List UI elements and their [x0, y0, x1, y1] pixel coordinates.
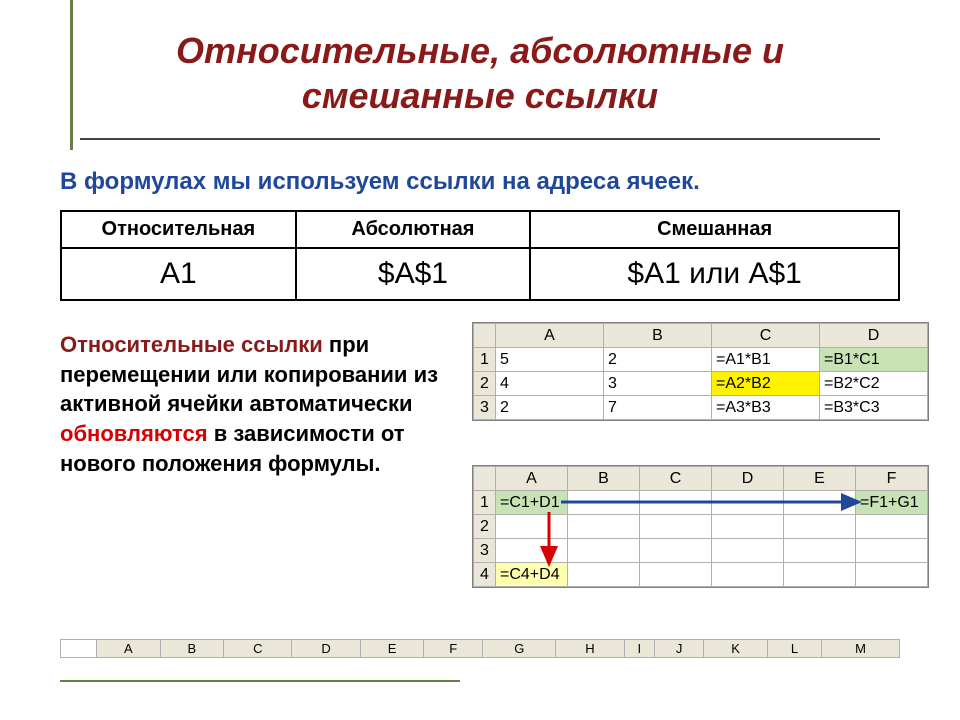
ref-header-relative: Относительная [61, 211, 296, 248]
col-header: A [496, 324, 604, 348]
cell [784, 563, 856, 587]
col-header: D [712, 467, 784, 491]
cell: 2 [604, 348, 712, 372]
corner-cell [474, 324, 496, 348]
cell: =C4+D4 [496, 563, 568, 587]
col-header: A [496, 467, 568, 491]
cell: =B1*C1 [820, 348, 928, 372]
ruler-label: H [556, 640, 624, 658]
cell [856, 539, 928, 563]
ref-header-absolute: Абсолютная [296, 211, 531, 248]
cell [568, 563, 640, 587]
cell [856, 515, 928, 539]
title-underline [80, 138, 880, 140]
cell: 5 [496, 348, 604, 372]
desc-part-2: обновляются [60, 421, 208, 446]
cell [496, 539, 568, 563]
row-header: 3 [474, 539, 496, 563]
cell [784, 539, 856, 563]
cell [496, 515, 568, 539]
spreadsheet-example-1: ABCD152=A1*B1=B1*C1243=A2*B2=B2*C2327=A3… [472, 322, 929, 421]
spreadsheet-example-2: ABCDEF 1=C1+D1 =F1+G1 234=C4+D4 [472, 465, 929, 588]
ruler-label: F [424, 640, 483, 658]
ref-value-absolute: $А$1 [296, 248, 531, 300]
col-header: E [784, 467, 856, 491]
ruler-label: J [655, 640, 704, 658]
cell: =A2*B2 [712, 372, 820, 396]
cell: =A3*B3 [712, 396, 820, 420]
row-header: 4 [474, 563, 496, 587]
cell: 2 [496, 396, 604, 420]
ruler-label: K [704, 640, 768, 658]
row-header: 2 [474, 515, 496, 539]
col-header: F [856, 467, 928, 491]
accent-vertical [70, 0, 73, 150]
subtitle: В формулах мы используем ссылки на адрес… [60, 168, 700, 196]
cell: =A1*B1 [712, 348, 820, 372]
ruler-label: B [160, 640, 224, 658]
page-title: Относительные, абсолютные и смешанные сс… [80, 28, 880, 118]
ruler-label: E [360, 640, 424, 658]
cell [568, 491, 640, 515]
ruler-label: G [483, 640, 556, 658]
cell: 3 [604, 372, 712, 396]
ref-value-relative: А1 [61, 248, 296, 300]
cell: =F1+G1 [856, 491, 928, 515]
cell [712, 515, 784, 539]
cell: =C1+D1 [496, 491, 568, 515]
cell [568, 539, 640, 563]
row-header: 1 [474, 491, 496, 515]
row-header: 1 [474, 348, 496, 372]
cell [640, 563, 712, 587]
cell [712, 539, 784, 563]
ref-value-mixed: $А1 или А$1 [530, 248, 899, 300]
ruler-label: C [224, 640, 292, 658]
cell [712, 563, 784, 587]
description-paragraph: Относительные ссылки при перемещении или… [60, 330, 460, 478]
col-header: B [568, 467, 640, 491]
ref-header-mixed: Смешанная [530, 211, 899, 248]
row-header: 2 [474, 372, 496, 396]
desc-part-0: Относительные ссылки [60, 332, 323, 357]
ruler-label: L [767, 640, 821, 658]
cell [640, 539, 712, 563]
row-header: 3 [474, 396, 496, 420]
cell [784, 515, 856, 539]
cell: 4 [496, 372, 604, 396]
cell [712, 491, 784, 515]
cell [568, 515, 640, 539]
col-header: D [820, 324, 928, 348]
cell [640, 515, 712, 539]
col-header: C [640, 467, 712, 491]
references-table: Относительная Абсолютная Смешанная А1 $А… [60, 210, 900, 301]
column-ruler: ABCDEFGHIJKLM [60, 639, 900, 658]
cell: =B2*C2 [820, 372, 928, 396]
col-header: C [712, 324, 820, 348]
cell: =B3*C3 [820, 396, 928, 420]
ruler-label: A [97, 640, 161, 658]
cell [640, 491, 712, 515]
ruler-label: I [624, 640, 654, 658]
cell [784, 491, 856, 515]
ruler-corner [61, 640, 97, 658]
cell: 7 [604, 396, 712, 420]
ruler-label: D [292, 640, 360, 658]
ruler-label: M [822, 640, 900, 658]
accent-bottom [60, 680, 460, 682]
corner-cell [474, 467, 496, 491]
col-header: B [604, 324, 712, 348]
cell [856, 563, 928, 587]
